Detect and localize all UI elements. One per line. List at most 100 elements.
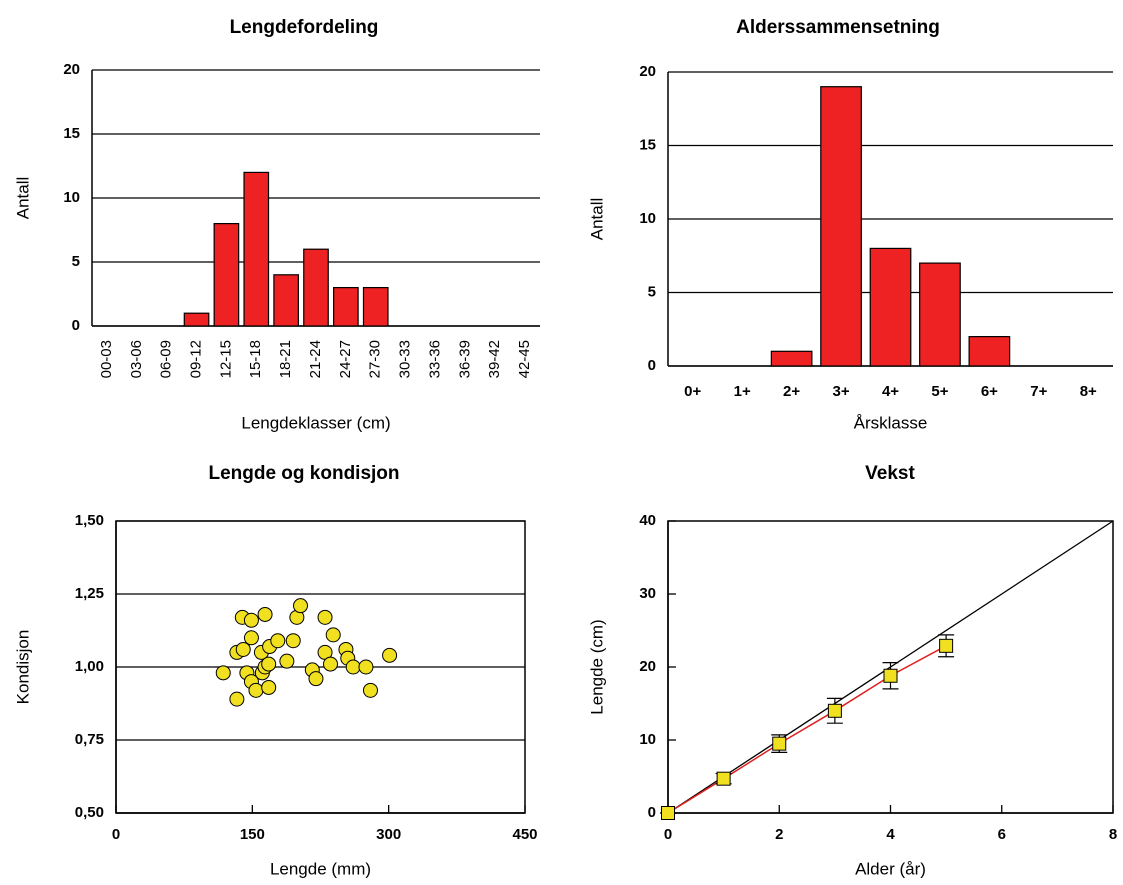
x-tick-label: 24-27 [337,340,354,378]
x-tick-label: 27-30 [367,340,384,378]
point [358,659,374,675]
point [229,691,245,707]
plot-frame [115,520,526,814]
y-tick-label: 30 [639,585,656,602]
x-tick-label: 42-45 [516,340,533,378]
x-axis-label: Lengde (mm) [270,859,371,878]
bar [968,336,1011,367]
bar [362,287,389,327]
chart-title: Lengde og kondisjon [208,463,399,484]
marker [716,771,731,786]
bar [869,247,912,367]
point [248,682,264,698]
point [243,630,259,646]
x-axis-label: Lengdeklasser (cm) [241,413,390,432]
y-tick-label: 1,50 [75,512,104,529]
point [362,682,378,698]
x-tick-label: 150 [240,826,265,843]
bar [243,171,270,327]
y-axis-label: Antall [587,198,606,241]
y-tick-label: 20 [639,658,656,675]
bar [770,350,813,367]
point [261,656,277,672]
marker [661,806,675,820]
point [235,641,251,657]
y-tick-label: 1,00 [75,658,104,675]
y-tick-label: 0,75 [75,731,104,748]
x-tick-label: 18-21 [277,340,294,378]
bar [919,262,961,367]
x-tick-label: 12-15 [217,340,234,378]
x-tick-label: 00-03 [98,340,115,378]
point [382,647,398,663]
y-tick-label: 10 [63,189,80,206]
x-tick-label: 33-36 [426,340,443,378]
bar [820,86,862,367]
point [285,633,301,649]
y-tick-label: 15 [63,125,80,142]
x-tick-label: 4 [886,826,895,843]
x-tick-label: 06-09 [158,340,175,378]
point [308,671,324,687]
x-tick-label: 7+ [1030,383,1047,400]
y-tick-label: 0 [648,804,656,821]
point [345,659,361,675]
chart-title: Lengdefordeling [230,17,379,38]
bar [273,274,299,327]
point [322,656,338,672]
x-tick-label: 4+ [882,383,899,400]
x-tick-label: 2+ [783,383,800,400]
x-tick-label: 300 [376,826,401,843]
point [279,653,295,669]
y-tick-label: 5 [648,283,656,300]
bar [183,312,210,327]
marker [827,703,842,718]
y-tick-label: 40 [639,512,656,529]
bar [213,223,240,327]
x-tick-label: 39-42 [486,340,503,378]
x-tick-label: 0 [664,826,672,843]
point [317,609,333,625]
marker [883,668,898,683]
y-tick-label: 20 [63,61,80,78]
point [243,612,259,628]
x-tick-label: 15-18 [247,340,264,378]
y-axis-label: Kondisjon [13,630,32,705]
y-axis-label: Antall [13,177,32,220]
y-tick-label: 10 [639,731,656,748]
point [261,679,277,695]
x-tick-label: 8+ [1080,383,1097,400]
x-tick-label: 09-12 [188,340,205,378]
x-tick-label: 5+ [931,383,948,400]
x-axis-label: Årsklasse [854,413,928,432]
point [293,598,309,614]
chart-title: Alderssammensetning [736,17,940,38]
x-tick-label: 6 [998,826,1006,843]
x-tick-label: 30-33 [397,340,414,378]
x-tick-label: 03-06 [128,340,145,378]
x-tick-label: 0+ [684,383,701,400]
x-tick-label: 6+ [981,383,998,400]
x-tick-label: 3+ [833,383,850,400]
x-tick-label: 21-24 [307,340,324,378]
plot-frame [667,520,1114,814]
x-tick-label: 1+ [734,383,751,400]
x-tick-label: 450 [512,826,537,843]
y-tick-label: 0 [72,317,80,334]
line [667,645,947,814]
y-tick-label: 15 [639,136,656,153]
x-tick-label: 2 [775,826,783,843]
bar [333,287,359,327]
point [325,627,341,643]
x-tick-label: 0 [112,826,120,843]
y-tick-label: 20 [639,63,656,80]
y-tick-label: 1,25 [75,585,104,602]
x-axis-label: Alder (år) [855,859,926,878]
y-axis-label: Lengde (cm) [587,619,606,714]
y-tick-label: 10 [639,210,656,227]
point [215,665,231,681]
point [270,633,286,649]
marker [939,638,954,653]
x-tick-label: 8 [1109,826,1117,843]
